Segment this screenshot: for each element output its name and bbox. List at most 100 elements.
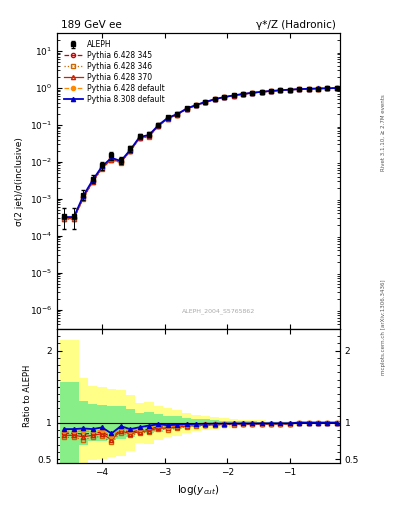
Pythia 6.428 346 — [325, 86, 330, 92]
Pythia 6.428 346 — [334, 85, 339, 91]
Pythia 6.428 345 — [118, 159, 123, 165]
Pythia 6.428 default — [194, 102, 198, 108]
Pythia 6.428 370 — [194, 102, 198, 109]
Pythia 8.308 default — [118, 158, 123, 164]
Pythia 6.428 345 — [259, 89, 264, 95]
Pythia 6.428 370 — [278, 87, 283, 93]
Pythia 8.308 default — [325, 85, 330, 91]
Pythia 6.428 346 — [137, 135, 142, 141]
Pythia 6.428 346 — [231, 93, 236, 99]
Pythia 6.428 345 — [278, 87, 283, 93]
Pythia 6.428 default — [212, 96, 217, 102]
X-axis label: log($y_{cut}$): log($y_{cut}$) — [177, 483, 220, 497]
Pythia 6.428 default — [269, 88, 274, 94]
Pythia 6.428 default — [297, 86, 301, 92]
Pythia 6.428 370 — [137, 135, 142, 141]
Pythia 6.428 345 — [81, 194, 86, 200]
Pythia 6.428 345 — [203, 99, 208, 105]
Pythia 6.428 370 — [203, 99, 208, 105]
Pythia 6.428 370 — [62, 216, 67, 222]
Pythia 8.308 default — [147, 132, 151, 138]
Pythia 6.428 345 — [325, 86, 330, 92]
Pythia 6.428 default — [278, 87, 283, 93]
Pythia 6.428 345 — [306, 86, 311, 92]
Pythia 6.428 default — [109, 156, 114, 162]
Pythia 6.428 370 — [118, 159, 123, 165]
Pythia 8.308 default — [231, 92, 236, 98]
Pythia 6.428 default — [184, 105, 189, 112]
Pythia 6.428 345 — [175, 112, 180, 118]
Pythia 6.428 370 — [297, 86, 301, 92]
Y-axis label: Ratio to ALEPH: Ratio to ALEPH — [23, 365, 32, 428]
Pythia 6.428 default — [175, 111, 180, 117]
Pythia 6.428 346 — [269, 88, 274, 94]
Pythia 6.428 default — [62, 215, 67, 221]
Pythia 6.428 345 — [334, 85, 339, 91]
Pythia 6.428 345 — [72, 215, 76, 221]
Pythia 8.308 default — [109, 155, 114, 161]
Text: Rivet 3.1.10, ≥ 2.7M events: Rivet 3.1.10, ≥ 2.7M events — [381, 95, 386, 172]
Pythia 6.428 345 — [137, 135, 142, 141]
Pythia 6.428 default — [241, 91, 245, 97]
Pythia 8.308 default — [278, 87, 283, 93]
Pythia 8.308 default — [306, 86, 311, 92]
Pythia 6.428 370 — [250, 90, 255, 96]
Pythia 8.308 default — [165, 115, 170, 121]
Pythia 8.308 default — [259, 89, 264, 95]
Pythia 6.428 370 — [222, 94, 226, 100]
Pythia 6.428 346 — [288, 87, 292, 93]
Pythia 6.428 370 — [156, 123, 161, 129]
Pythia 6.428 default — [156, 122, 161, 129]
Pythia 6.428 346 — [184, 106, 189, 112]
Pythia 6.428 default — [259, 89, 264, 95]
Pythia 6.428 346 — [147, 134, 151, 140]
Pythia 6.428 346 — [212, 96, 217, 102]
Pythia 6.428 345 — [222, 94, 226, 100]
Pythia 8.308 default — [250, 90, 255, 96]
Pythia 8.308 default — [81, 193, 86, 199]
Pythia 8.308 default — [137, 134, 142, 140]
Pythia 6.428 345 — [90, 178, 95, 184]
Pythia 6.428 370 — [109, 157, 114, 163]
Pythia 8.308 default — [212, 96, 217, 102]
Pythia 8.308 default — [62, 214, 67, 220]
Pythia 6.428 370 — [316, 86, 320, 92]
Pythia 8.308 default — [128, 147, 132, 153]
Pythia 6.428 370 — [128, 148, 132, 154]
Pythia 6.428 default — [316, 86, 320, 92]
Pythia 6.428 default — [90, 178, 95, 184]
Pythia 6.428 345 — [288, 87, 292, 93]
Pythia 6.428 default — [147, 132, 151, 138]
Pythia 6.428 346 — [156, 123, 161, 129]
Line: Pythia 6.428 345: Pythia 6.428 345 — [62, 86, 339, 220]
Pythia 8.308 default — [297, 86, 301, 92]
Pythia 6.428 345 — [231, 93, 236, 99]
Pythia 6.428 345 — [184, 106, 189, 112]
Pythia 6.428 346 — [109, 157, 114, 163]
Pythia 8.308 default — [72, 214, 76, 220]
Pythia 6.428 default — [231, 93, 236, 99]
Pythia 6.428 370 — [231, 93, 236, 99]
Pythia 8.308 default — [288, 87, 292, 93]
Pythia 6.428 370 — [259, 89, 264, 95]
Pythia 6.428 370 — [184, 106, 189, 112]
Pythia 8.308 default — [316, 86, 320, 92]
Pythia 8.308 default — [184, 105, 189, 112]
Pythia 6.428 370 — [306, 86, 311, 92]
Pythia 6.428 346 — [297, 86, 301, 92]
Line: Pythia 6.428 default: Pythia 6.428 default — [62, 86, 339, 220]
Pythia 8.308 default — [175, 111, 180, 117]
Pythia 8.308 default — [100, 163, 105, 169]
Pythia 6.428 346 — [118, 160, 123, 166]
Pythia 6.428 default — [334, 85, 339, 91]
Pythia 6.428 346 — [203, 99, 208, 105]
Pythia 8.308 default — [194, 102, 198, 108]
Pythia 6.428 370 — [212, 96, 217, 102]
Legend: ALEPH, Pythia 6.428 345, Pythia 6.428 346, Pythia 6.428 370, Pythia 6.428 defaul: ALEPH, Pythia 6.428 345, Pythia 6.428 34… — [61, 37, 167, 107]
Pythia 6.428 default — [81, 194, 86, 200]
Text: γ*/Z (Hadronic): γ*/Z (Hadronic) — [256, 19, 336, 30]
Pythia 6.428 345 — [250, 90, 255, 96]
Pythia 8.308 default — [269, 88, 274, 94]
Pythia 6.428 370 — [100, 165, 105, 171]
Pythia 6.428 345 — [100, 164, 105, 170]
